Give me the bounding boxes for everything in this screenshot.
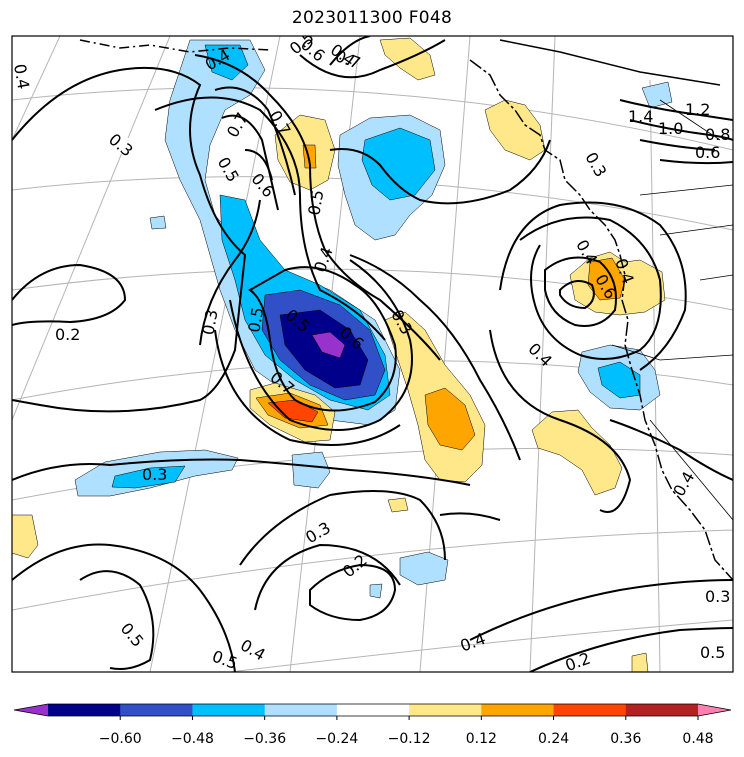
colorbar-tick-label: −0.48 xyxy=(171,731,214,747)
colorbar-outline xyxy=(13,703,732,717)
colorbar-swatch xyxy=(625,704,699,716)
colorbar-tick-label: −0.24 xyxy=(315,731,358,747)
colorbar-swatch xyxy=(48,704,121,716)
colorbar-tick-label: 0.24 xyxy=(538,731,569,747)
colorbar-swatch xyxy=(192,704,266,716)
map-frame xyxy=(11,35,734,673)
colorbar: −0.60 −0.48 −0.36 −0.24 −0.12 0.12 0.24 0.36 0.4… xyxy=(13,703,732,747)
colorbar-swatch xyxy=(481,704,555,716)
contour-label: 0.4 xyxy=(10,62,33,90)
contour-label: 0.3 xyxy=(705,587,730,606)
colorbar-tick-label: 0.36 xyxy=(610,731,641,747)
contour-label: 1.4 xyxy=(628,107,653,126)
contour-label: 0.3 xyxy=(142,465,167,484)
colorbar-tick-label: 0.48 xyxy=(682,731,713,747)
contour-label: 1.2 xyxy=(685,100,710,119)
colorbar-swatch xyxy=(336,704,410,716)
contour-label: 0.2 xyxy=(55,325,80,344)
colorbar-tick-label: 0.12 xyxy=(466,731,497,747)
colorbar-extend-high xyxy=(698,704,731,716)
contour-label: 0.5 xyxy=(700,643,725,662)
contour-lines xyxy=(12,36,733,672)
map-area: 0.4 0.3 0.2 0.3 0.4 0.5 0.6 0.7 0.7 0.5 … xyxy=(10,36,733,676)
contour-label: 0.5 xyxy=(304,188,327,216)
contour-label: 0.2 xyxy=(563,649,593,676)
colorbar-extend-low xyxy=(14,704,48,716)
colorbar-tick-label: −0.12 xyxy=(388,731,431,747)
contour-label: 0.3 xyxy=(198,308,221,336)
coastlines xyxy=(79,39,733,581)
contour-label: 0.6 xyxy=(695,143,720,162)
contour-label: 0.8 xyxy=(705,125,730,144)
colorbar-swatch xyxy=(553,704,627,716)
contour-label: 0.5 xyxy=(244,306,267,334)
colorbar-swatch xyxy=(264,704,338,716)
colorbar-tick-label: −0.36 xyxy=(243,731,286,747)
colorbar-swatch xyxy=(120,704,193,716)
contour-label: 1.0 xyxy=(658,119,683,138)
colorbar-tick-label: −0.60 xyxy=(99,731,142,747)
map-title: 2023011300 F048 xyxy=(291,8,453,28)
colorbar-swatch xyxy=(409,704,482,716)
